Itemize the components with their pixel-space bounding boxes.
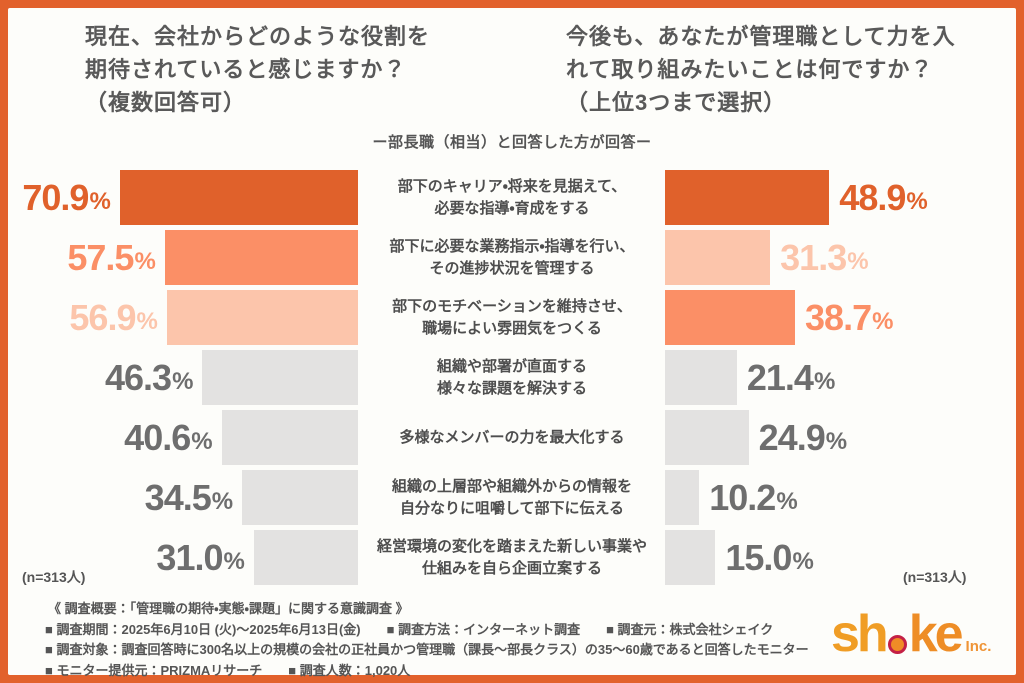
right-value-label: 31.3% [780,236,868,278]
left-value-label: 40.6% [124,416,212,458]
logo-suffix: Inc. [965,638,992,655]
left-value-label: 70.9% [22,176,110,218]
right-question-title: 今後も、あなたが管理職として力を入 れて取り組みたいことは何ですか？ （上位3つ… [566,24,956,115]
left-value-label: 57.5% [67,236,155,278]
left-bar [166,290,358,345]
left-value-label: 46.3% [105,356,193,398]
left-sample-size: (n=313人) [22,569,86,585]
right-value-label: 10.2% [709,476,797,518]
left-value-label: 34.5% [144,476,233,518]
logo-a-ring-icon [887,635,907,654]
right-value-label: 38.7% [805,296,893,338]
right-value-label: 15.0% [725,536,813,578]
left-bar [119,170,358,225]
footer-line-target: ■ 調査対象：調査回答時に300名以上の規模の会社の正社員かつ管理職（課長〜部長… [45,642,809,657]
category-label: 組織や部署が直面する 様々な課題を解決する [436,357,587,397]
logo-text: sh ke [831,605,964,663]
shake-inc-logo: sh ke Inc. [831,604,991,664]
footer-line-period-method-source: ■ 調査期間：2025年6月10日 (火)〜2025年6月13日(金) ■ 調査… [45,621,774,637]
respondent-subtitle: ー部長職（相当）と回答した方が回答ー [372,134,652,151]
left-bar [253,530,358,585]
left-bar [221,410,358,465]
category-label: 部下に必要な業務指示・指導を行い、 その進捗状況を管理する [389,237,635,277]
footer-line-monitor-count: ■ モニター提供元：PRIZMAリサーチ ■ 調査人数：1,020人 [45,662,411,678]
footer-line-overview: 《 調査概要：「管理職の期待・実態・課題」に関する意識調査 》 [48,601,409,616]
category-label: 経営環境の変化を踏まえた新しい事業や 仕組みを自ら企画立案する [376,537,647,577]
left-bar [164,230,358,285]
right-bar [665,170,830,225]
right-sample-size: (n=313人) [903,569,967,585]
category-label: 部下のキャリア・将来を見据えて、 必要な指導・育成をする [397,177,627,217]
survey-overview-footer: 《 調査概要：「管理職の期待・実態・課題」に関する意識調査 》 ■ 調査期間：2… [45,599,845,681]
right-bar [665,470,700,525]
right-bar [665,290,796,345]
right-bar [665,530,716,585]
right-value-label: 24.9% [758,416,847,458]
left-value-label: 56.9% [69,296,157,338]
left-bar [242,470,358,525]
left-bar [202,350,358,405]
right-bar [665,230,771,285]
category-label: 多様なメンバーの力を最大化する [399,428,625,446]
category-label: 組織の上層部や組織外からの情報を 自分なりに咀嚼して部下に伝える [391,477,632,517]
right-value-label: 48.9% [839,176,927,218]
right-value-label: 21.4% [746,356,835,398]
right-bar [665,350,737,405]
right-bar [665,410,749,465]
left-question-title: 現在、会社からどのような役割を 期待されていると感じますか？ （複数回答可） [85,24,431,115]
category-label: 部下のモチベーションを維持させ、 職場によい雰囲気をつくる [392,297,632,337]
left-value-label: 31.0% [156,536,244,578]
